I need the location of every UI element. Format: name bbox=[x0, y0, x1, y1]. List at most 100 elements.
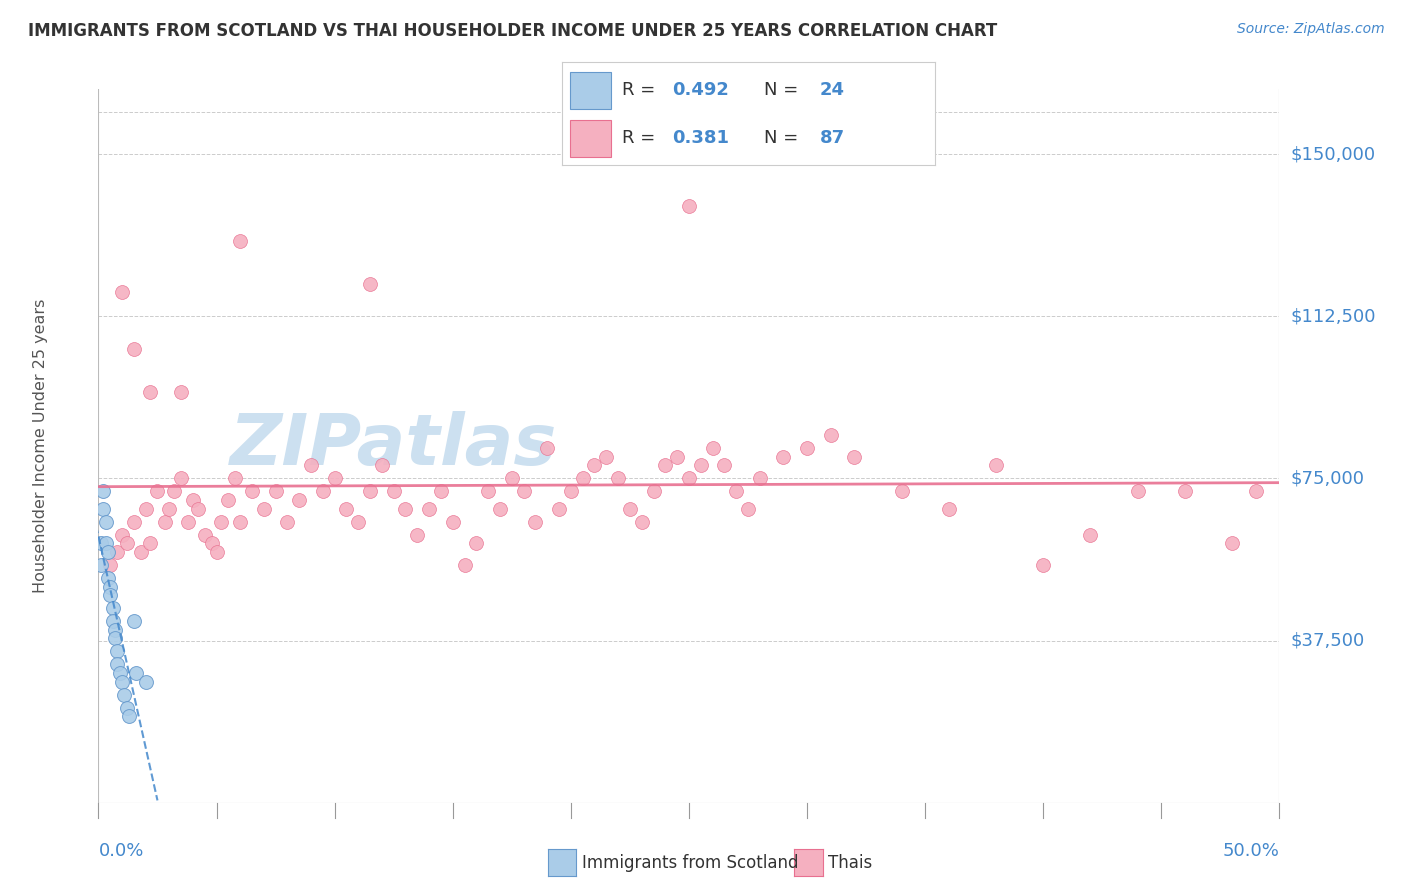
Text: IMMIGRANTS FROM SCOTLAND VS THAI HOUSEHOLDER INCOME UNDER 25 YEARS CORRELATION C: IMMIGRANTS FROM SCOTLAND VS THAI HOUSEHO… bbox=[28, 22, 997, 40]
Point bbox=[1220, 536, 1243, 550]
Point bbox=[359, 277, 381, 291]
Point bbox=[1080, 527, 1102, 541]
Point bbox=[477, 484, 499, 499]
Point bbox=[441, 515, 464, 529]
Point bbox=[796, 441, 818, 455]
Text: $112,500: $112,500 bbox=[1291, 307, 1376, 326]
Point bbox=[105, 644, 128, 658]
Point bbox=[115, 536, 138, 550]
Point bbox=[97, 545, 120, 559]
Point bbox=[512, 484, 534, 499]
Point bbox=[90, 536, 112, 550]
Point bbox=[111, 285, 134, 300]
Point bbox=[229, 234, 252, 248]
Point bbox=[713, 458, 735, 473]
Point bbox=[240, 484, 263, 499]
Point bbox=[98, 558, 121, 572]
Point bbox=[170, 384, 193, 399]
Point bbox=[430, 484, 453, 499]
Point bbox=[91, 484, 114, 499]
Point bbox=[135, 501, 157, 516]
Point bbox=[844, 450, 866, 464]
Point bbox=[524, 515, 547, 529]
Text: Thais: Thais bbox=[828, 854, 872, 871]
Point bbox=[105, 545, 128, 559]
Point bbox=[359, 484, 381, 499]
Point bbox=[209, 515, 232, 529]
Point bbox=[453, 558, 475, 572]
Point bbox=[288, 493, 311, 508]
Point bbox=[654, 458, 676, 473]
Point bbox=[1032, 558, 1054, 572]
Point bbox=[201, 536, 224, 550]
Text: 0.492: 0.492 bbox=[672, 81, 730, 99]
Point bbox=[406, 527, 429, 541]
Point bbox=[115, 700, 138, 714]
Point bbox=[938, 501, 960, 516]
Text: 24: 24 bbox=[820, 81, 845, 99]
Point bbox=[112, 688, 135, 702]
Point bbox=[157, 501, 180, 516]
Point bbox=[737, 501, 759, 516]
Point bbox=[98, 588, 121, 602]
Point bbox=[181, 493, 204, 508]
Text: ZIPatlas: ZIPatlas bbox=[231, 411, 557, 481]
Point bbox=[335, 501, 357, 516]
Point bbox=[418, 501, 440, 516]
Text: $37,500: $37,500 bbox=[1291, 632, 1365, 649]
Point bbox=[194, 527, 217, 541]
Point bbox=[101, 614, 124, 628]
Point bbox=[163, 484, 186, 499]
Point bbox=[139, 536, 162, 550]
Point bbox=[276, 515, 298, 529]
Point bbox=[177, 515, 200, 529]
Point bbox=[323, 471, 346, 485]
Point bbox=[264, 484, 287, 499]
Point bbox=[501, 471, 523, 485]
Point bbox=[702, 441, 724, 455]
Text: Householder Income Under 25 years: Householder Income Under 25 years bbox=[32, 299, 48, 593]
Point bbox=[890, 484, 912, 499]
Text: 50.0%: 50.0% bbox=[1223, 842, 1279, 860]
Point bbox=[678, 471, 700, 485]
Point bbox=[118, 709, 141, 723]
Point bbox=[678, 199, 700, 213]
Text: Immigrants from Scotland: Immigrants from Scotland bbox=[582, 854, 799, 871]
Point bbox=[98, 580, 121, 594]
Point bbox=[748, 471, 770, 485]
Point bbox=[571, 471, 593, 485]
Point bbox=[394, 501, 416, 516]
Point bbox=[104, 632, 127, 646]
Text: $75,000: $75,000 bbox=[1291, 469, 1365, 487]
Point bbox=[607, 471, 630, 485]
Point bbox=[108, 666, 131, 681]
Point bbox=[97, 571, 120, 585]
Point bbox=[125, 666, 148, 681]
Point bbox=[111, 674, 134, 689]
Text: N =: N = bbox=[763, 81, 804, 99]
Text: R =: R = bbox=[621, 129, 661, 147]
Point bbox=[465, 536, 488, 550]
Point bbox=[91, 501, 114, 516]
Point bbox=[643, 484, 665, 499]
Point bbox=[689, 458, 711, 473]
Point bbox=[205, 545, 228, 559]
Point bbox=[139, 384, 162, 399]
Point bbox=[122, 515, 145, 529]
Point bbox=[630, 515, 652, 529]
Point bbox=[224, 471, 246, 485]
Point bbox=[217, 493, 239, 508]
Point bbox=[94, 536, 117, 550]
FancyBboxPatch shape bbox=[569, 71, 610, 109]
Point bbox=[146, 484, 169, 499]
Text: N =: N = bbox=[763, 129, 804, 147]
Point bbox=[489, 501, 512, 516]
Text: $150,000: $150,000 bbox=[1291, 145, 1375, 163]
FancyBboxPatch shape bbox=[569, 120, 610, 157]
Text: 0.0%: 0.0% bbox=[98, 842, 143, 860]
Point bbox=[111, 527, 134, 541]
Point bbox=[371, 458, 394, 473]
Point bbox=[105, 657, 128, 672]
Point bbox=[104, 623, 127, 637]
Point bbox=[299, 458, 322, 473]
